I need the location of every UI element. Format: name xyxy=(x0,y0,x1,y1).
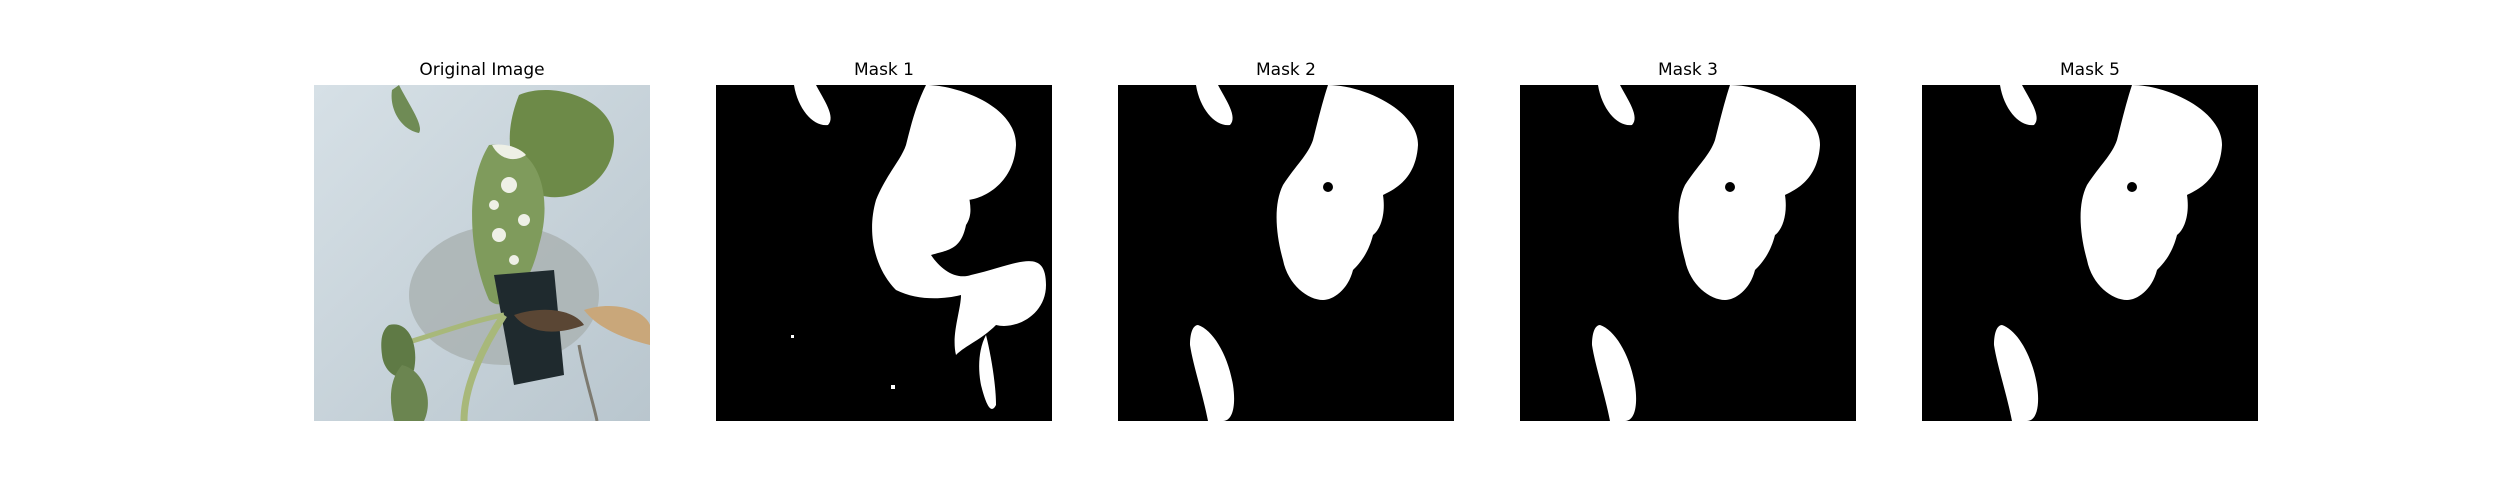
original-image-panel xyxy=(314,85,650,421)
leaf-tan xyxy=(584,305,650,345)
variegation-spot xyxy=(518,214,530,226)
pot xyxy=(494,270,564,385)
mask-2-panel xyxy=(1118,85,1454,421)
mask-noise xyxy=(791,335,794,338)
panel-title-mask-3: Mask 3 xyxy=(1657,60,1718,80)
mask-region-main xyxy=(872,85,1046,355)
leaf-dried xyxy=(514,309,584,332)
stem-right xyxy=(577,344,599,421)
leaf-lower-left-b xyxy=(390,365,428,421)
mask-hole xyxy=(2127,182,2137,192)
mask-5-panel xyxy=(1922,85,2258,421)
mask-hole xyxy=(1323,182,1333,192)
mask-region-lower-left xyxy=(1190,325,1235,421)
leaf-lower-left-a xyxy=(381,324,416,378)
leaf-top-left xyxy=(391,85,420,133)
variegation-spot xyxy=(509,255,519,265)
mask-region-lower-left xyxy=(1994,325,2039,421)
mask-region-main xyxy=(2080,85,2222,300)
variegation-streak xyxy=(492,144,526,160)
mask-region-main xyxy=(1678,85,1820,300)
mask-region-lower-left xyxy=(1592,325,1637,421)
mask-3-image xyxy=(1520,85,1856,421)
mask-3-panel xyxy=(1520,85,1856,421)
original-image-illustration xyxy=(314,85,650,421)
mask-region-top-left xyxy=(2000,85,2037,126)
panel-title-mask-2: Mask 2 xyxy=(1255,60,1316,80)
panel-title-mask-5: Mask 5 xyxy=(2059,60,2120,80)
variegation-spot xyxy=(492,228,506,242)
mask-5-image xyxy=(1922,85,2258,421)
mask-hole xyxy=(1725,182,1735,192)
mask-region-stem xyxy=(979,335,996,409)
mask-1-image xyxy=(716,85,1052,421)
leaf-variegated xyxy=(472,144,545,305)
mask-region-main xyxy=(1276,85,1418,300)
panel-title-original-image: Original Image xyxy=(419,60,545,80)
stem-main xyxy=(460,313,507,421)
variegation-spot xyxy=(489,200,499,210)
mask-2-image xyxy=(1118,85,1454,421)
mask-1-panel xyxy=(716,85,1052,421)
variegation-spot xyxy=(501,177,517,193)
mask-region-top-left xyxy=(794,85,831,126)
mask-noise xyxy=(891,385,895,389)
panel-title-mask-1: Mask 1 xyxy=(853,60,914,80)
mask-region-top-left xyxy=(1196,85,1233,126)
mask-region-top-left xyxy=(1598,85,1635,126)
